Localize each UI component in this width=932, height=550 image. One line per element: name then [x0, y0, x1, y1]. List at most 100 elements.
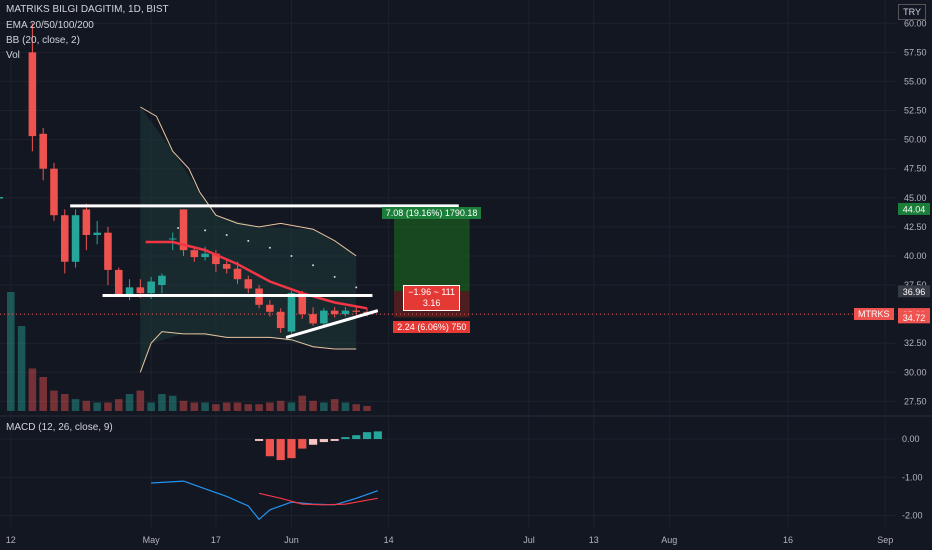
macd-histogram-bar — [276, 439, 285, 461]
time-tick-label: 13 — [589, 535, 599, 545]
candle-body — [309, 314, 317, 324]
candle-body — [341, 310, 350, 315]
volume-bar — [39, 377, 47, 411]
signal-line — [258, 492, 378, 506]
time-tick-label: Jun — [284, 535, 299, 545]
symbol-title: MATRIKS BILGI DAGITIM, 1D, BIST — [6, 4, 169, 15]
candle-body — [190, 250, 199, 258]
price-tick-label: 27.50 — [904, 396, 927, 406]
bb-lower-line — [139, 331, 357, 373]
candle-body — [71, 215, 80, 262]
volume-bar — [50, 390, 58, 411]
bb-upper-line — [140, 106, 357, 257]
volume-indicator-label[interactable]: Vol — [6, 50, 20, 61]
candle-body — [39, 133, 47, 169]
candle-body — [201, 253, 209, 258]
volume-bar — [104, 402, 112, 411]
price-tick-label: 32.50 — [904, 338, 927, 348]
ema-dot — [225, 234, 228, 237]
ema-indicator-label[interactable]: EMA 20/50/100/200 — [6, 20, 94, 31]
volume-bar — [28, 368, 37, 411]
volume-bar — [17, 326, 26, 411]
candle-body — [222, 264, 231, 269]
volume-bar — [298, 395, 307, 411]
ema-dot — [290, 254, 293, 257]
volume-bar — [168, 395, 177, 411]
target-label: 7.08 (19.16%) 1790.18 — [381, 206, 482, 219]
price-tick-label: 47.50 — [904, 164, 927, 174]
candle-body — [320, 310, 328, 324]
volume-bar — [320, 402, 328, 411]
volume-bar — [233, 402, 242, 411]
candle-body — [168, 238, 177, 240]
macd-histogram-bar — [319, 439, 328, 443]
volume-bar — [255, 404, 263, 411]
candle-body — [266, 304, 274, 312]
volume-bar — [147, 402, 155, 411]
candle-body — [104, 232, 112, 270]
profit-zone — [394, 208, 470, 292]
volume-bar — [179, 400, 188, 411]
risk-label: −1.96 ~ 111 3.16 — [403, 285, 461, 312]
candle-body — [330, 310, 339, 315]
time-tick-label: Sep — [877, 535, 893, 545]
time-tick-label: 12 — [6, 535, 16, 545]
time-tick-label: 17 — [211, 535, 221, 545]
candle-body — [136, 287, 145, 294]
macd-indicator-label[interactable]: MACD (12, 26, close, 9) — [6, 422, 113, 433]
risk-label-line-1: −1.96 ~ 111 — [408, 287, 456, 298]
macd-histogram-bar — [362, 432, 372, 440]
time-tick-label: 16 — [783, 535, 793, 545]
last-price-symbol: MTRKS — [854, 308, 894, 321]
time-tick-label: May — [143, 535, 161, 545]
candle-body — [60, 215, 69, 262]
volume-bar — [341, 402, 350, 411]
volume-bar — [114, 399, 123, 411]
price-tick-label: 37.50 — [904, 280, 927, 290]
currency-badge[interactable]: TRY — [898, 4, 926, 20]
volume-bar — [352, 404, 361, 411]
volume-bar — [82, 400, 91, 411]
candle-body — [158, 275, 166, 286]
candle-body — [82, 209, 91, 236]
volume-bar — [330, 399, 339, 411]
volume-bar — [222, 402, 231, 411]
volume-bar — [201, 402, 209, 411]
price-tick-label: 60.00 — [904, 18, 927, 28]
candle-body — [50, 168, 58, 216]
price-tag-bg — [898, 202, 930, 215]
price-tick-label: 57.50 — [904, 47, 927, 57]
candle-body — [244, 279, 253, 289]
candle-body — [114, 269, 123, 295]
price-tick-label: 45.00 — [904, 193, 927, 203]
volume-bar — [7, 292, 15, 411]
stop-label: 2.24 (6.06%) 750 — [393, 321, 471, 334]
trend-line — [285, 309, 379, 339]
time-tick-label: Aug — [661, 535, 677, 545]
macd-histogram-bar — [298, 439, 307, 449]
candle-body — [233, 268, 242, 280]
volume-bar — [158, 394, 166, 411]
volume-bar — [244, 404, 253, 411]
time-tick-label: Jul — [523, 535, 535, 545]
ema-dot — [204, 229, 207, 232]
ema-dot — [268, 246, 271, 249]
volume-bar — [93, 402, 101, 411]
volume-bar — [125, 394, 134, 411]
macd-histogram-bar — [287, 439, 296, 459]
volume-bar — [136, 390, 145, 411]
risk-label-line-2: 3.16 — [422, 298, 441, 309]
candle-body — [298, 293, 307, 315]
macd-histogram-bar — [352, 435, 361, 440]
ema-line — [145, 240, 368, 310]
macd-tick-label: -1.00 — [902, 472, 923, 482]
bb-indicator-label[interactable]: BB (20, close, 2) — [6, 35, 80, 46]
price-tick-label: 40.00 — [904, 251, 927, 261]
price-tick-label: 42.50 — [904, 222, 927, 232]
volume-bar — [287, 402, 296, 411]
candle-body — [125, 287, 134, 295]
macd-tick-label: 0.00 — [902, 434, 920, 444]
volume-bar — [190, 402, 199, 411]
